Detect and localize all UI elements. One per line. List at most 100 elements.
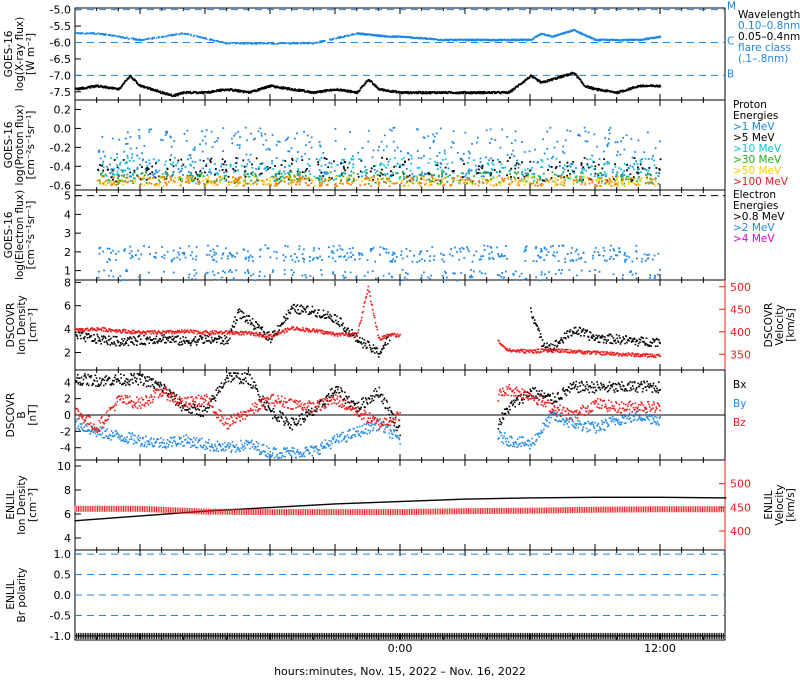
proton-point [466, 178, 469, 180]
proton-point [143, 184, 146, 187]
xray-short-point [228, 41, 231, 44]
proton-point [623, 174, 626, 176]
proton-point [514, 171, 517, 174]
proton-point [527, 174, 529, 176]
proton-point [591, 181, 594, 184]
proton-point [207, 179, 209, 182]
proton-point [232, 176, 234, 179]
electron-08-point [345, 258, 348, 261]
xray-long-point [211, 91, 214, 93]
xray-long-point [188, 92, 190, 94]
electron-08-point [540, 248, 543, 250]
proton-point [462, 172, 465, 175]
xray-short-point [78, 32, 81, 35]
proton-point [436, 161, 439, 164]
xray-short-point [378, 34, 381, 37]
proton-point [130, 156, 133, 159]
proton-point [234, 169, 237, 172]
proton-point [138, 137, 141, 140]
electron-08-point [411, 260, 414, 263]
xray-short-point [318, 41, 321, 44]
proton-point [417, 128, 419, 131]
xray-long-point [318, 91, 321, 93]
xray-long-point [293, 89, 296, 92]
xray-long-point [642, 84, 644, 86]
proton-point [631, 179, 634, 182]
proton-point [378, 146, 381, 148]
xray-long-point [419, 91, 421, 94]
proton-point [622, 177, 625, 180]
electron-08-point [247, 250, 249, 253]
proton-point [348, 161, 351, 164]
proton-point [169, 175, 172, 178]
xray-long-point [597, 87, 599, 90]
xray-long-point [425, 90, 427, 93]
xray-short-point [593, 39, 596, 41]
proton-point [216, 183, 219, 186]
proton-point [335, 176, 338, 178]
proton-point [508, 183, 511, 186]
proton-point [470, 169, 473, 172]
xray-long-point [167, 93, 170, 95]
proton-point [234, 132, 237, 135]
xray-long-point [658, 84, 660, 87]
xray-long-point [558, 76, 560, 79]
electron-08-point [243, 248, 246, 251]
proton-point [601, 167, 604, 170]
proton-point [654, 180, 657, 183]
proton-point [564, 139, 567, 142]
proton-point [310, 136, 313, 139]
proton-point [189, 163, 192, 166]
proton-point [125, 161, 128, 163]
electron-08-point [302, 248, 305, 251]
xray-short-point [287, 42, 290, 45]
proton-point [364, 178, 367, 181]
proton-point [164, 172, 167, 174]
proton-point [358, 158, 360, 160]
proton-point [195, 171, 197, 174]
proton-point [301, 176, 304, 179]
proton-point [323, 157, 326, 160]
proton-point [125, 143, 127, 145]
xray-short-point [464, 38, 467, 41]
proton-point [154, 171, 157, 174]
legend-entry: >1 MeV [733, 121, 775, 133]
xray-long-point [605, 90, 607, 93]
proton-point [205, 165, 208, 167]
xray-long-point [244, 90, 246, 92]
proton-point [187, 171, 190, 173]
xray-long-point [192, 91, 195, 94]
xray-long-point [574, 74, 576, 76]
xray-short-point [239, 42, 242, 44]
proton-point [192, 148, 195, 151]
xray-long-point [163, 91, 165, 94]
proton-point [389, 180, 392, 183]
xray-long-point [295, 89, 297, 91]
xray-long-point [420, 91, 423, 94]
xray-short-point [357, 32, 359, 34]
xray-short-point [250, 42, 252, 45]
proton-point [582, 166, 585, 169]
proton-point [161, 176, 164, 179]
proton-point [205, 142, 207, 145]
xray-short-point [221, 41, 223, 43]
xray-long-point [344, 89, 347, 91]
xray-short-point [379, 35, 381, 38]
proton-point [604, 137, 607, 139]
xray-short-point [579, 32, 582, 35]
xray-short-point [95, 33, 98, 35]
proton-point [257, 130, 260, 133]
proton-point [318, 181, 321, 184]
xray-long-point [218, 90, 221, 93]
electron-08-point [230, 253, 233, 256]
proton-point [581, 181, 584, 184]
xray-long-point [491, 92, 494, 95]
xray-long-point [257, 90, 259, 92]
y-tick-label: 0.2 [54, 103, 72, 116]
electron-08-point [117, 250, 120, 253]
xray-long-point [115, 87, 117, 90]
xray-long-point [185, 91, 187, 94]
proton-point [141, 166, 143, 168]
electron-08-point [222, 252, 225, 255]
proton-point [556, 174, 558, 177]
